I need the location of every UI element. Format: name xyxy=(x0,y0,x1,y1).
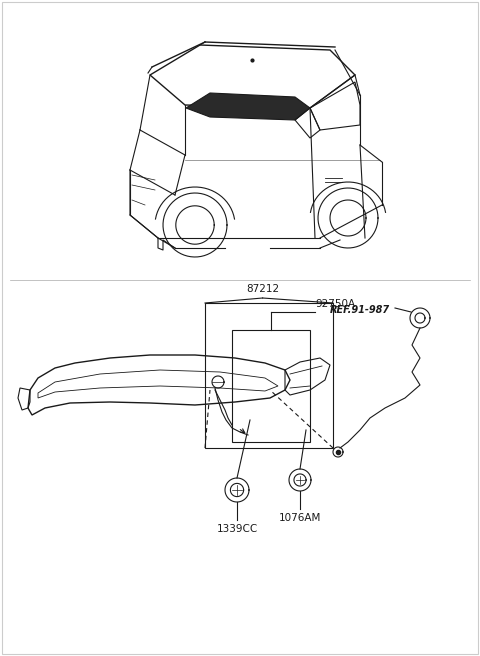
Text: 1076AM: 1076AM xyxy=(279,513,321,523)
Text: 92750A: 92750A xyxy=(315,299,355,309)
Bar xyxy=(232,330,310,442)
Bar xyxy=(205,303,333,448)
Text: 1339CC: 1339CC xyxy=(216,524,258,534)
Polygon shape xyxy=(186,93,310,120)
Text: 87212: 87212 xyxy=(246,284,279,294)
Text: REF.91-987: REF.91-987 xyxy=(330,305,390,315)
